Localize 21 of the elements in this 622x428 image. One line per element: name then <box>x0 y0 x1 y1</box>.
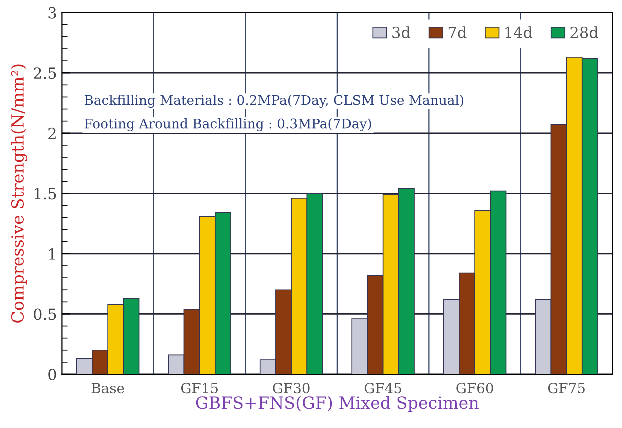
y-tick-label: 0.5 <box>34 308 56 320</box>
legend-label: 28d <box>570 26 598 38</box>
legend-label: 7d <box>448 26 467 38</box>
y-tick-label: 3 <box>48 7 56 19</box>
y-tick-label: 2 <box>48 128 56 140</box>
x-axis-title: GBFS+FNS(GF) Mixed Specimen <box>196 396 479 412</box>
x-tick-label: GF60 <box>456 383 494 394</box>
annotation: Footing Around Backfilling : 0.3MPa(7Day) <box>84 118 372 132</box>
x-tick-label: GF75 <box>548 383 585 394</box>
legend-label: 14d <box>506 26 533 38</box>
y-tick-label: 0 <box>48 368 56 381</box>
y-tick-label: 1 <box>49 248 56 260</box>
legend-label: 3d <box>392 26 411 38</box>
annotation: Backfilling Materials : 0.2MPa(7Day, CLSM Use Manual) <box>84 95 464 108</box>
x-tick-label: Base <box>92 383 124 394</box>
y-tick-label: 1.5 <box>34 188 56 200</box>
x-tick-label: GF30 <box>273 383 310 394</box>
y-tick-label: 2.5 <box>34 68 56 80</box>
y-axis-title: Compressive Strength(N/mm²) <box>11 64 28 323</box>
x-tick-label: GF45 <box>364 383 402 394</box>
x-tick-label: GF15 <box>181 383 218 394</box>
